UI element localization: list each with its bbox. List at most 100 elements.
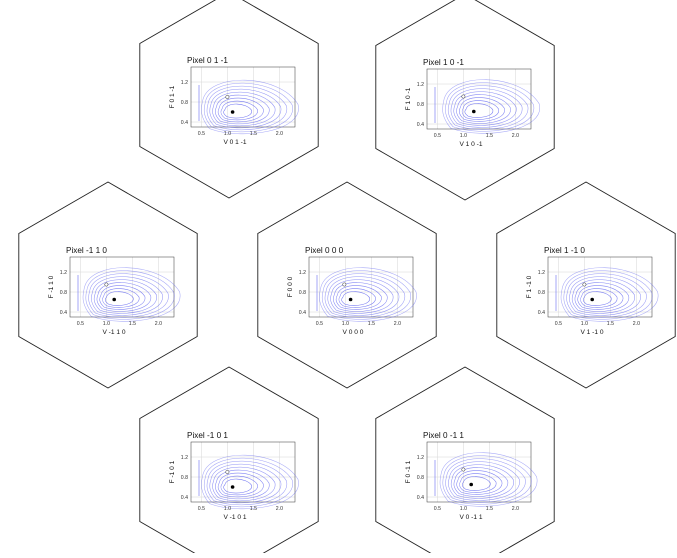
contour-line (461, 100, 499, 120)
x-tick-label: 1.5 (368, 321, 375, 327)
x-tick-label: 1.0 (581, 321, 588, 327)
x-tick-label: 2.0 (155, 321, 162, 327)
y-axis-label: F -1 0 1 (169, 460, 176, 483)
x-tick-label: 0.5 (198, 131, 205, 137)
x-tick-label: 1.0 (224, 131, 231, 137)
plot-frame (547, 256, 653, 318)
x-tick-label: 2.0 (394, 321, 401, 327)
panel-title: Pixel 0 -1 1 (423, 431, 464, 440)
x-tick-label: 1.5 (607, 321, 614, 327)
y-tick-label: 0.8 (538, 290, 545, 296)
y-axis-label: F 1 0 -1 (405, 87, 412, 110)
contour-line (102, 288, 140, 308)
x-tick-label: 1.5 (250, 131, 257, 137)
contour-line (201, 454, 299, 510)
x-tick-label: 0.5 (77, 321, 84, 327)
contour-line (319, 267, 417, 322)
contour-line (201, 79, 299, 135)
contour-line (327, 276, 399, 316)
x-tick-label: 2.0 (512, 133, 519, 139)
filled-fixed-point (230, 110, 235, 114)
contour-line (442, 79, 540, 134)
hexagon-panel: Pixel 0 -1 1 0.5 1.0 1.5 2.0 0.4 0.8 1.2 V 0 -1 … (375, 366, 555, 558)
contour-lines (198, 79, 299, 135)
y-axis-label: F 0 -1 1 (405, 460, 412, 483)
y-tick-label: 0.4 (417, 495, 424, 501)
contour-line (223, 103, 252, 119)
contour-line (215, 469, 270, 500)
x-axis-label: V -1 0 1 (223, 514, 246, 521)
panel-title: Pixel 1 -1 0 (544, 246, 585, 255)
open-fixed-point (104, 282, 109, 287)
contour-line (560, 267, 659, 322)
contour-line (93, 279, 157, 314)
contour-line (448, 461, 520, 501)
open-fixed-point (225, 95, 230, 99)
contour-line (203, 82, 293, 133)
y-tick-label: 0.8 (181, 100, 188, 106)
hexagon-panel: Pixel 1 0 -1 0.5 1.0 1.5 2.0 0.4 0.8 1.2 V 1 0 -… (375, 0, 555, 201)
contour-line (330, 279, 394, 314)
filled-fixed-point (112, 297, 116, 302)
contour-line (85, 270, 175, 320)
y-tick-label: 0.8 (181, 475, 188, 481)
hexagon-outline (257, 181, 437, 389)
y-axis-label: F 1 -1 0 (526, 275, 533, 298)
panel-title: Pixel 0 0 0 (305, 246, 344, 255)
y-tick-label: 0.4 (181, 120, 188, 126)
contour-line (459, 97, 505, 122)
plot-frame (426, 68, 532, 130)
open-fixed-point (225, 470, 230, 474)
x-tick-label: 1.5 (486, 133, 493, 139)
hexagon-panel: Pixel 0 1 -1 0.5 1.0 1.5 2.0 0.4 0.8 1.2 V 0 1 -… (139, 0, 319, 199)
hexagon-panel: Pixel -1 0 1 0.5 1.0 1.5 2.0 0.4 0.8 1.2 V -1 0 … (139, 366, 319, 558)
contour-line (206, 85, 287, 131)
contour-line (335, 285, 382, 310)
contour-line (439, 452, 538, 507)
contour-line (220, 475, 258, 496)
contour-line (217, 97, 264, 123)
contour-line (220, 100, 258, 121)
y-tick-label: 0.4 (299, 310, 306, 316)
contour-lines (434, 452, 538, 507)
contour-line (217, 472, 264, 498)
y-tick-label: 0.4 (417, 122, 424, 128)
contour-line (341, 291, 370, 306)
x-tick-label: 1.0 (460, 506, 467, 512)
plot-frame (426, 441, 532, 503)
contour-line (209, 463, 281, 504)
hexagon-outline (375, 366, 555, 558)
contour-line (96, 282, 151, 312)
contour-line (223, 478, 252, 494)
x-axis-label: V 0 -1 1 (459, 514, 482, 521)
plot-frame (190, 441, 296, 503)
contour-line (445, 458, 526, 503)
contour-lines (434, 79, 540, 134)
x-tick-label: 1.0 (342, 321, 349, 327)
contour-line (215, 94, 270, 125)
contour-line (206, 460, 287, 506)
contour-line (574, 282, 629, 312)
y-tick-label: 0.8 (299, 290, 306, 296)
y-tick-label: 1.2 (60, 270, 67, 276)
x-tick-label: 0.5 (434, 133, 441, 139)
panel-title: Pixel 1 0 -1 (423, 58, 464, 67)
x-tick-label: 1.0 (224, 506, 231, 512)
y-tick-label: 0.4 (60, 310, 67, 316)
contour-line (569, 276, 641, 316)
panel-title: Pixel -1 1 0 (66, 246, 107, 255)
hexagon-panel: Pixel 0 0 0 0.5 1.0 1.5 2.0 0.4 0.8 1.2 V 0 0 0 F… (257, 181, 437, 389)
panel-title: Pixel -1 0 1 (187, 431, 228, 440)
contour-line (577, 285, 624, 310)
filled-fixed-point (469, 482, 474, 487)
contour-line (104, 291, 134, 306)
y-tick-label: 0.4 (538, 310, 545, 316)
y-tick-label: 1.2 (181, 80, 188, 86)
open-fixed-point (342, 282, 347, 287)
contour-line (461, 476, 491, 491)
contour-line (91, 276, 163, 316)
contour-line (580, 288, 618, 308)
open-fixed-point (461, 467, 466, 472)
contour-line (447, 85, 529, 130)
